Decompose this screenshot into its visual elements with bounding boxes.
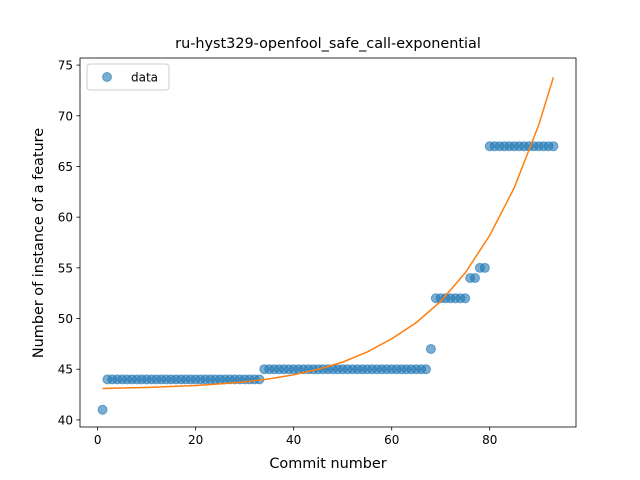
x-tick-label: 80 <box>482 433 497 447</box>
fit-line <box>102 77 555 390</box>
x-tick-label: 40 <box>286 433 301 447</box>
legend: data <box>86 63 170 91</box>
data-point <box>421 364 432 375</box>
y-axis-label: Number of instance of a feature <box>31 128 47 358</box>
plot-area <box>97 77 559 415</box>
chart-title: ru-hyst329-openfool_safe_call-exponentia… <box>175 36 481 52</box>
data-point <box>425 343 436 354</box>
y-tick-label: 75 <box>58 59 73 73</box>
y-tick-label: 40 <box>58 413 73 427</box>
axes: 0 20 40 60 80 40 45 50 55 60 65 70 75 <box>58 57 577 447</box>
y-tick-label: 50 <box>58 312 73 326</box>
y-tick-label: 60 <box>58 211 73 225</box>
legend-label: data <box>131 71 158 85</box>
data-point <box>470 272 481 283</box>
data-point <box>460 293 471 304</box>
legend-box <box>86 63 170 91</box>
legend-marker <box>102 72 112 82</box>
x-axis-label: Commit number <box>269 456 386 472</box>
data-point <box>548 141 559 152</box>
y-tick-label: 55 <box>58 261 73 275</box>
data-point <box>479 262 490 273</box>
x-tick-label: 60 <box>384 433 399 447</box>
data-point <box>97 404 108 415</box>
y-tick-label: 65 <box>58 160 73 174</box>
x-tick-label: 0 <box>94 433 102 447</box>
y-tick-label: 70 <box>58 109 73 123</box>
y-tick-label: 45 <box>58 363 73 377</box>
axes-frame <box>79 57 577 428</box>
x-tick-label: 20 <box>188 433 203 447</box>
